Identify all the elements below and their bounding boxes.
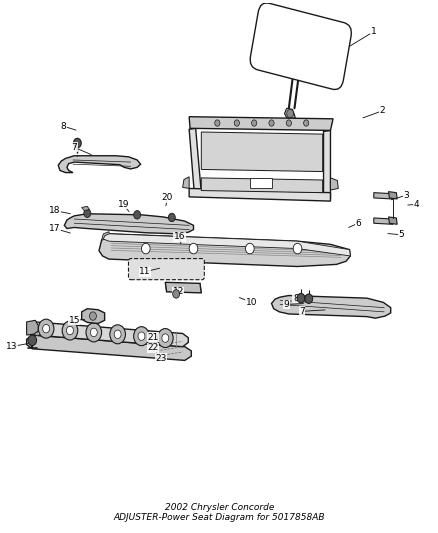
- Circle shape: [286, 120, 291, 126]
- Circle shape: [134, 211, 140, 219]
- Text: 15: 15: [68, 316, 80, 325]
- Circle shape: [134, 327, 149, 346]
- Circle shape: [234, 120, 239, 126]
- Circle shape: [303, 120, 308, 126]
- Polygon shape: [189, 128, 201, 193]
- Polygon shape: [103, 234, 350, 256]
- Polygon shape: [373, 192, 392, 199]
- Text: 7: 7: [298, 307, 304, 316]
- Text: 21: 21: [147, 333, 158, 342]
- FancyBboxPatch shape: [250, 3, 350, 90]
- Polygon shape: [323, 131, 330, 199]
- Circle shape: [114, 330, 121, 338]
- Text: 4: 4: [413, 200, 419, 209]
- Text: 8: 8: [60, 122, 66, 131]
- Circle shape: [293, 243, 301, 254]
- Text: 6: 6: [354, 219, 360, 228]
- Text: 13: 13: [6, 342, 17, 351]
- Circle shape: [268, 120, 273, 126]
- Circle shape: [42, 325, 49, 333]
- Text: 5: 5: [398, 230, 403, 239]
- Polygon shape: [388, 191, 396, 199]
- Circle shape: [157, 328, 173, 348]
- Text: 20: 20: [162, 193, 173, 203]
- Polygon shape: [373, 218, 392, 224]
- Circle shape: [189, 243, 198, 254]
- Circle shape: [214, 120, 219, 126]
- Text: 11: 11: [139, 267, 150, 276]
- Polygon shape: [189, 117, 332, 131]
- Circle shape: [38, 319, 54, 338]
- Text: 18: 18: [49, 206, 60, 215]
- Circle shape: [28, 335, 36, 345]
- Circle shape: [84, 209, 91, 217]
- Circle shape: [245, 243, 254, 254]
- Polygon shape: [284, 108, 295, 119]
- Text: 19: 19: [117, 200, 129, 209]
- Polygon shape: [249, 178, 271, 189]
- Circle shape: [138, 332, 145, 341]
- Polygon shape: [27, 335, 191, 360]
- Polygon shape: [330, 178, 338, 190]
- Polygon shape: [81, 309, 104, 324]
- Polygon shape: [81, 206, 89, 211]
- Polygon shape: [271, 295, 390, 318]
- Text: 23: 23: [155, 354, 166, 363]
- Circle shape: [141, 243, 150, 254]
- Circle shape: [110, 325, 125, 344]
- Polygon shape: [165, 282, 201, 293]
- Circle shape: [286, 109, 293, 118]
- Polygon shape: [29, 322, 188, 346]
- Text: 1: 1: [370, 27, 375, 36]
- Text: 22: 22: [147, 343, 158, 352]
- Circle shape: [304, 294, 312, 303]
- Circle shape: [62, 321, 78, 340]
- Text: 16: 16: [173, 232, 185, 241]
- Text: 3: 3: [402, 191, 408, 200]
- Polygon shape: [101, 232, 110, 240]
- Polygon shape: [189, 189, 330, 201]
- Polygon shape: [182, 177, 189, 189]
- Polygon shape: [201, 178, 322, 192]
- Circle shape: [90, 328, 97, 337]
- Text: 9: 9: [283, 300, 289, 309]
- Text: ADJUSTER-Power Seat Diagram for 5017858AB: ADJUSTER-Power Seat Diagram for 5017858A…: [113, 513, 325, 522]
- Circle shape: [168, 213, 175, 222]
- Circle shape: [162, 334, 168, 342]
- Circle shape: [73, 139, 81, 148]
- Text: 8: 8: [292, 294, 298, 303]
- Circle shape: [251, 120, 256, 126]
- Circle shape: [172, 290, 179, 298]
- Polygon shape: [64, 214, 193, 234]
- Text: 2002 Chrysler Concorde: 2002 Chrysler Concorde: [164, 503, 274, 512]
- Circle shape: [86, 323, 101, 342]
- Circle shape: [66, 326, 73, 335]
- Text: 2: 2: [378, 107, 384, 116]
- Text: 10: 10: [245, 298, 257, 307]
- Polygon shape: [27, 320, 38, 335]
- Text: 17: 17: [49, 224, 60, 233]
- Text: 12: 12: [172, 287, 184, 296]
- Polygon shape: [58, 156, 140, 173]
- Text: 7: 7: [71, 143, 77, 152]
- Polygon shape: [388, 217, 396, 224]
- Polygon shape: [201, 132, 322, 172]
- Circle shape: [89, 312, 96, 320]
- Circle shape: [297, 293, 304, 303]
- FancyBboxPatch shape: [128, 259, 204, 280]
- Polygon shape: [99, 234, 350, 266]
